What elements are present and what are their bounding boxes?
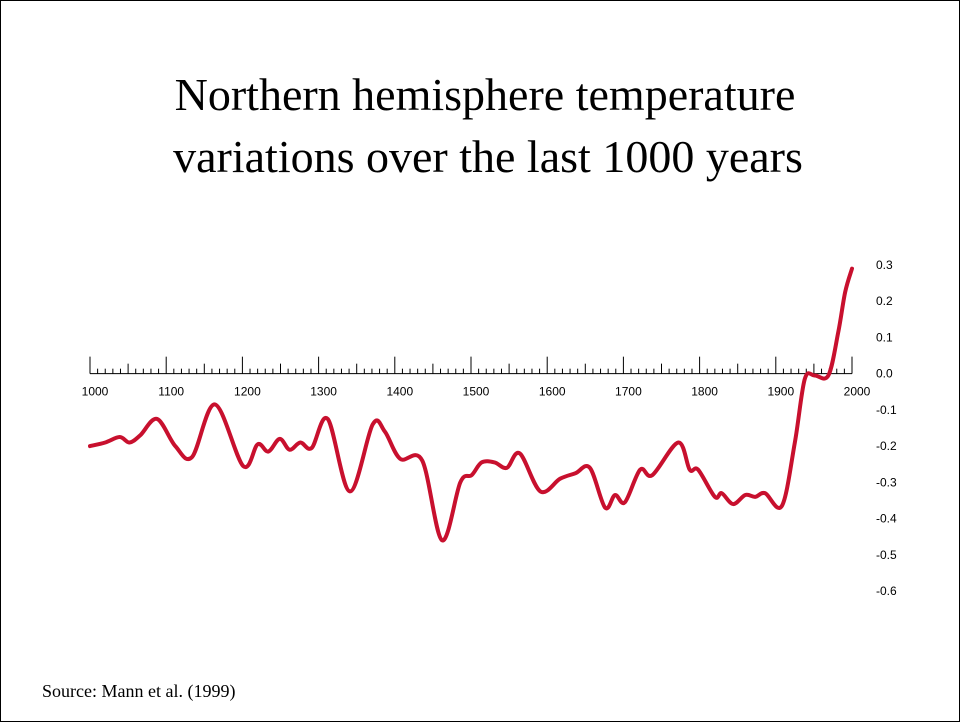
y-tick-label: -0.3	[876, 475, 897, 489]
x-tick-label: 1500	[463, 385, 490, 399]
x-tick-label: 1000	[82, 385, 109, 399]
x-tick-label: 1800	[691, 385, 718, 399]
y-tick-label: 0.1	[876, 330, 893, 344]
y-tick-label: -0.4	[876, 512, 897, 526]
x-tick-label: 2000	[844, 385, 871, 399]
y-tick-label: 0.2	[876, 294, 893, 308]
y-tick-label: 0.0	[876, 367, 893, 381]
y-tick-label: 0.3	[876, 258, 893, 272]
y-tick-label: -0.1	[876, 403, 897, 417]
x-tick-label: 1400	[386, 385, 413, 399]
temperature-line	[88, 266, 854, 543]
x-tick-label: 1900	[767, 385, 794, 399]
x-tick-label: 1600	[539, 385, 566, 399]
x-tick-label: 1300	[310, 385, 337, 399]
source-note: Source: Mann et al. (1999)	[42, 681, 235, 702]
y-tick-label: -0.6	[876, 584, 897, 598]
y-tick-label: -0.5	[876, 548, 897, 562]
title-line: Northern hemisphere temperature	[175, 69, 796, 120]
x-tick-label: 1200	[234, 385, 261, 399]
title-line: variations over the last 1000 years	[173, 131, 803, 182]
x-tick-label: 1700	[615, 385, 642, 399]
y-tick-label: -0.2	[876, 439, 897, 453]
x-tick-label: 1100	[158, 385, 184, 399]
